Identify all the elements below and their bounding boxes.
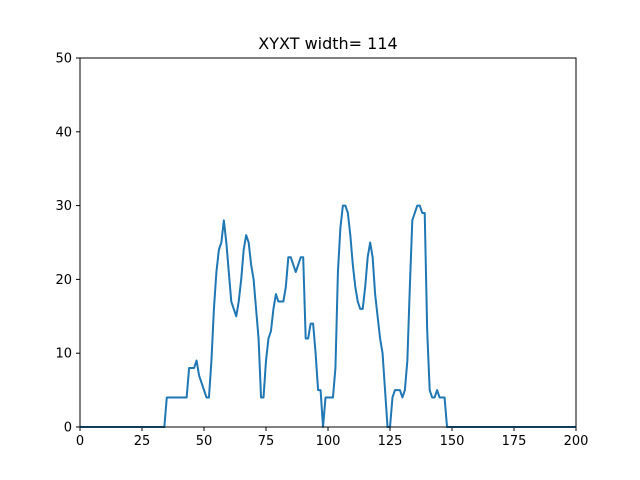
series-layer <box>80 204 576 428</box>
plot-frame <box>79 57 577 428</box>
x-tick-label: 125 <box>378 434 403 449</box>
x-tick-label: 50 <box>196 434 213 449</box>
x-tick-label: 150 <box>440 434 465 449</box>
x-tick-label: 200 <box>564 434 589 449</box>
y-tick-label: 40 <box>55 125 72 140</box>
y-tick-label: 0 <box>64 421 72 436</box>
y-tick-label: 50 <box>55 52 72 67</box>
chart-title: XYXT width= 114 <box>258 34 397 53</box>
x-tick-label: 0 <box>76 434 84 449</box>
y-tick-label: 30 <box>55 199 72 214</box>
x-tick-label: 100 <box>316 434 341 449</box>
x-tick-label: 175 <box>502 434 527 449</box>
x-tick-label: 75 <box>258 434 275 449</box>
x-axis: 0 25 50 75 100 125 150 175 200 <box>76 427 589 449</box>
y-axis: 0 10 20 30 40 50 <box>55 52 80 436</box>
y-tick-label: 20 <box>55 273 72 288</box>
series-line <box>80 204 576 428</box>
y-tick-label: 10 <box>55 347 72 362</box>
x-tick-label: 25 <box>134 434 151 449</box>
